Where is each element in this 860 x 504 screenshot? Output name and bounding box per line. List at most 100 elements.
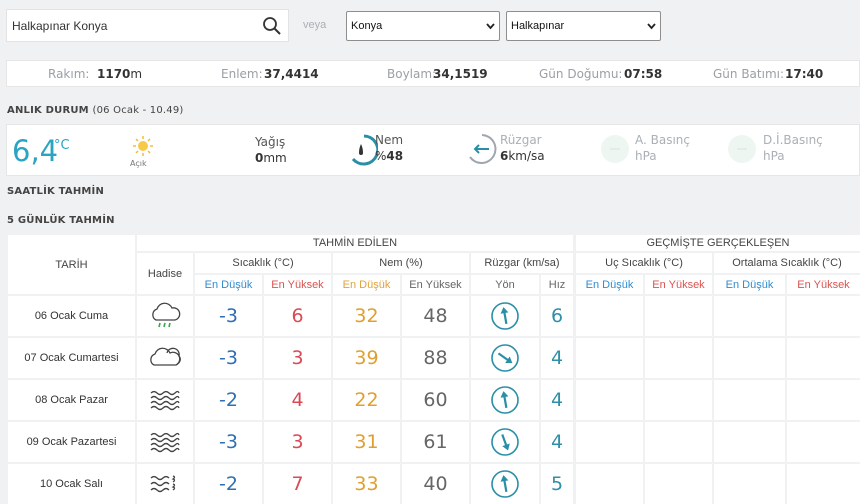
observed-cell: [645, 422, 712, 462]
cloud-icon: [150, 347, 181, 366]
observed-cell: [714, 296, 785, 336]
search-input[interactable]: [7, 10, 247, 41]
fog-icon: [150, 390, 180, 411]
il-select-value: Konya: [351, 20, 383, 32]
il-select[interactable]: Konya: [346, 11, 500, 41]
current-time: (06 Ocak - 10.49): [92, 105, 184, 116]
basinc-label: A. Basınç: [635, 133, 691, 147]
observed-cell: [787, 422, 860, 462]
wind-direction-icon: [491, 344, 519, 372]
temp-max-value: 3: [264, 422, 331, 462]
current-title-text: ANLIK DURUM: [7, 105, 89, 116]
uc-sicaklik-header: Uç Sıcaklık (°C): [576, 253, 712, 273]
humidity-min-value: 39: [333, 338, 400, 378]
wind-speed-value: 5: [541, 464, 573, 504]
forecast-date: 08 Ocak Pazar: [8, 380, 135, 420]
rakim-unit: m: [130, 67, 143, 81]
observed-cell: [576, 338, 643, 378]
yagis-value: 0: [255, 151, 264, 165]
humidity-max-value: 61: [402, 422, 469, 462]
temp-max-value: 7: [264, 464, 331, 504]
condition-label: Açık: [130, 159, 147, 168]
fog-icon: [150, 432, 180, 453]
hiz-header: Hız: [541, 275, 573, 294]
yagis-value-group: 0mm: [255, 151, 287, 165]
observed-cell: [787, 380, 860, 420]
wind-direction-cell: [471, 380, 539, 420]
forecast-date: 10 Ocak Salı: [8, 464, 135, 504]
humidity-max-value: 60: [402, 380, 469, 420]
forecast-date: 06 Ocak Cuma: [8, 296, 135, 336]
weather-cell: [137, 338, 193, 378]
weather-cell: [137, 422, 193, 462]
sicaklik-en-yuksek-header: En Yüksek: [264, 275, 331, 294]
humidity-max-value: 88: [402, 338, 469, 378]
nem-label: Nem: [375, 133, 404, 147]
ruzgar-label: Rüzgar: [500, 133, 542, 147]
temp-min-value: -2: [195, 464, 262, 504]
sea-pressure-icon: [728, 135, 756, 163]
ort-en-yuksek-header: En Yüksek: [787, 275, 860, 294]
ruzgar-value-group: 6km/sa: [500, 149, 545, 163]
nem-value: 48: [386, 149, 404, 163]
wind-direction-cell: [471, 338, 539, 378]
ort-en-dusuk-header: En Düşük: [714, 275, 785, 294]
temp-max-value: 6: [264, 296, 331, 336]
wind-direction-cell: [471, 296, 539, 336]
observed-cell: [714, 380, 785, 420]
temp-max-value: 4: [264, 380, 331, 420]
weather-cell: [137, 296, 193, 336]
wind-direction-icon: [491, 386, 519, 414]
gun-batimi-label: Gün Batımı:: [713, 67, 785, 81]
saatlik-tahmin-title[interactable]: SAATLİK TAHMİN: [7, 186, 105, 197]
search-box[interactable]: [6, 9, 289, 42]
rakim-label: Rakım:: [48, 67, 90, 81]
sun-icon: [133, 136, 153, 156]
observed-cell: [787, 338, 860, 378]
observed-cell: [645, 296, 712, 336]
search-icon[interactable]: [262, 16, 282, 36]
cloud-rain-icon: [152, 302, 181, 328]
location-info-bar: Rakım: 1170m Enlem: 37,4414 Boylam: 34,1…: [6, 60, 860, 87]
wind-direction-cell: [471, 464, 539, 504]
yon-header: Yön: [471, 275, 539, 294]
weather-cell: [137, 380, 193, 420]
temp-min-value: -3: [195, 296, 262, 336]
forecast-date: 07 Ocak Cumartesi: [8, 338, 135, 378]
nem-en-dusuk-header: En Düşük: [333, 275, 400, 294]
sicaklik-header: Sıcaklık (°C): [195, 253, 331, 273]
ruzgar-unit: km/sa: [508, 149, 545, 163]
forecast-date: 09 Ocak Pazartesi: [8, 422, 135, 462]
basinc-unit: hPa: [635, 149, 657, 163]
wind-direction-cell: [471, 422, 539, 462]
sicaklik-en-dusuk-header: En Düşük: [195, 275, 262, 294]
wind-speed-value: 4: [541, 380, 573, 420]
windy-fog-icon: [150, 475, 176, 493]
observed-cell: [714, 464, 785, 504]
hadise-header: Hadise: [137, 253, 193, 294]
observed-cell: [787, 464, 860, 504]
observed-cell: [714, 338, 785, 378]
tahmin-edilen-header: TAHMİN EDİLEN: [137, 235, 573, 251]
observed-cell: [576, 464, 643, 504]
ilce-select-value: Halkapınar: [511, 20, 565, 32]
humidity-min-value: 32: [333, 296, 400, 336]
nem-value-group: %48: [375, 149, 403, 163]
observed-cell: [645, 464, 712, 504]
observed-cell: [787, 296, 860, 336]
wind-direction-icon: [491, 302, 519, 330]
separator-text: veya: [303, 19, 327, 31]
humidity-max-value: 40: [402, 464, 469, 504]
nem-prefix: %: [375, 149, 387, 163]
gun-batimi-value: 17:40: [785, 67, 824, 81]
observed-cell: [645, 338, 712, 378]
boylam-value: 34,1519: [433, 67, 488, 81]
ilce-select[interactable]: Halkapınar: [506, 11, 661, 41]
wind-direction-icon: [491, 428, 519, 456]
humidity-min-value: 31: [333, 422, 400, 462]
chevron-down-icon: [486, 23, 495, 30]
humidity-min-value: 33: [333, 464, 400, 504]
current-title: ANLIK DURUM (06 Ocak - 10.49): [7, 105, 184, 116]
uc-en-yuksek-header: En Yüksek: [645, 275, 712, 294]
current-temp-unit: °C: [54, 138, 70, 153]
